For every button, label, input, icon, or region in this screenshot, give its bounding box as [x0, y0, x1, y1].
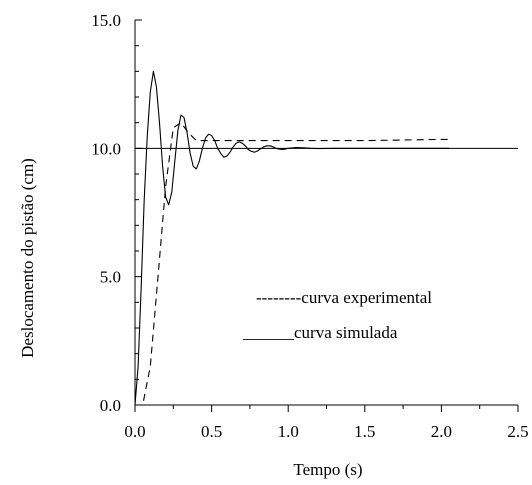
y-tick-label: 10.0	[91, 139, 121, 158]
axes	[134, 20, 518, 406]
x-tick-label: 2.0	[431, 422, 452, 441]
y-tick-label: 5.0	[100, 268, 121, 287]
series-line-experimental	[135, 122, 450, 406]
x-axis-title: Tempo (s)	[293, 460, 362, 479]
x-tick-label: 1.5	[354, 422, 375, 441]
series-layer	[134, 70, 450, 406]
x-tick-label: 0.5	[201, 422, 222, 441]
y-tick-label: 0.0	[100, 396, 121, 415]
legend-entry-experimental: --------curva experimental	[256, 288, 432, 307]
y-axis-title: Deslocamento do pistão (cm)	[18, 158, 37, 358]
legend: --------curva experimental ______curva s…	[242, 288, 432, 342]
x-tick-label: 1.0	[278, 422, 299, 441]
x-tick-label: 0.0	[124, 422, 145, 441]
x-tick-label: 2.5	[507, 422, 528, 441]
y-tick-label: 15.0	[91, 11, 121, 30]
series-line-simulated	[134, 70, 450, 406]
legend-entry-simulated: ______curva simulada	[242, 323, 398, 342]
ticks: 0.0 0.5 1.0 1.5 2.0 2.5 0.0 5.0 10.0 15.0	[91, 11, 528, 441]
